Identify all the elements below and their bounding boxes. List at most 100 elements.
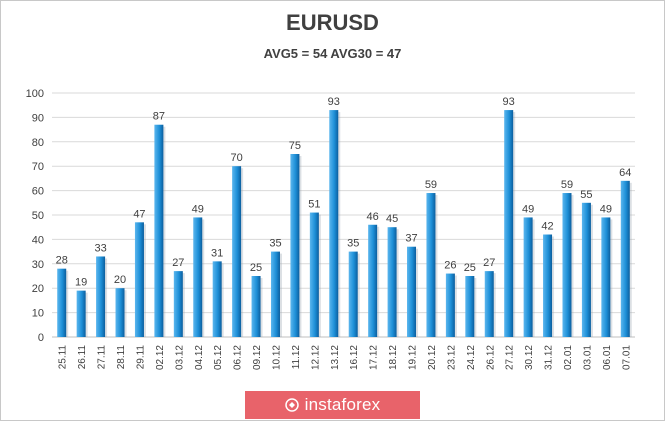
data-label: 51 [308, 199, 320, 211]
data-label: 28 [56, 255, 68, 267]
y-tick-label: 90 [32, 112, 44, 124]
data-label: 49 [600, 203, 612, 215]
bar-07.01 [620, 180, 630, 337]
data-label: 42 [541, 221, 553, 233]
y-tick-label: 20 [32, 283, 44, 295]
chart-subtitle: AVG5 = 54 AVG30 = 47 [263, 46, 402, 61]
x-tick-label: 20.12 [427, 345, 438, 370]
bar-30.12 [523, 217, 533, 337]
bar-03.01 [581, 202, 591, 337]
x-tick-label: 10.12 [271, 345, 282, 370]
bar-26.12 [484, 271, 494, 337]
bar-19.12 [407, 246, 417, 337]
bar-23.12 [445, 273, 455, 337]
x-tick-label: 09.12 [252, 345, 263, 370]
data-label: 46 [367, 211, 379, 223]
bar-28.11 [115, 288, 125, 337]
data-label: 70 [230, 152, 242, 164]
data-label: 20 [114, 274, 126, 286]
bar-03.12 [173, 271, 183, 337]
x-tick-label: 26.12 [485, 345, 496, 370]
bar-17.12 [368, 224, 378, 337]
data-label: 25 [464, 262, 476, 274]
data-label: 45 [386, 213, 398, 225]
data-label: 37 [405, 233, 417, 245]
y-tick-label: 30 [32, 259, 44, 271]
x-tick-label: 18.12 [388, 345, 399, 370]
x-tick-label: 06.12 [233, 345, 244, 370]
data-label: 47 [133, 208, 145, 220]
data-label: 27 [483, 257, 495, 269]
bar-13.12 [329, 110, 339, 337]
data-label: 33 [94, 242, 106, 254]
y-tick-label: 0 [38, 332, 44, 344]
y-tick-label: 40 [32, 234, 44, 246]
bar-16.12 [348, 251, 358, 337]
y-tick-label: 80 [32, 137, 44, 149]
y-tick-label: 100 [26, 88, 44, 100]
data-label: 35 [269, 238, 281, 250]
watermark-text: instaforex [304, 395, 381, 414]
bar-20.12 [426, 193, 436, 337]
x-tick-label: 26.11 [77, 345, 88, 370]
x-tick-label: 28.11 [116, 345, 127, 370]
x-tick-label: 23.12 [446, 345, 457, 370]
x-tick-label: 02.12 [155, 345, 166, 370]
y-tick-label: 10 [32, 308, 44, 320]
data-label: 27 [172, 257, 184, 269]
data-label: 55 [580, 189, 592, 201]
y-tick-label: 60 [32, 186, 44, 198]
instaforex-logo-icon [284, 398, 299, 412]
bar-12.12 [309, 212, 319, 337]
data-label: 64 [619, 167, 631, 179]
data-label: 35 [347, 238, 359, 250]
x-tick-label: 03.01 [582, 345, 593, 370]
x-tick-label: 06.01 [602, 345, 613, 370]
bar-27.12 [504, 110, 514, 337]
data-label: 93 [503, 96, 515, 108]
data-label: 93 [328, 96, 340, 108]
bar-04.12 [193, 217, 203, 337]
x-tick-label: 04.12 [194, 345, 205, 370]
data-label: 49 [522, 203, 534, 215]
data-label: 49 [192, 203, 204, 215]
bar-29.11 [134, 222, 144, 337]
data-label: 31 [211, 247, 223, 259]
bar-18.12 [387, 227, 397, 337]
y-tick-label: 50 [32, 210, 44, 222]
y-tick-label: 70 [32, 161, 44, 173]
data-label: 19 [75, 277, 87, 289]
x-tick-label: 13.12 [330, 345, 341, 370]
x-tick-label: 24.12 [466, 345, 477, 370]
x-tick-label: 17.12 [369, 345, 380, 370]
bar-02.01 [562, 193, 572, 337]
x-tick-label: 05.12 [213, 345, 224, 370]
bar-26.11 [76, 290, 86, 337]
bar-06.12 [232, 166, 242, 337]
chart-title: EURUSD [286, 10, 379, 35]
x-tick-label: 16.12 [349, 345, 360, 370]
bar-05.12 [212, 261, 222, 337]
x-tick-label: 29.11 [135, 345, 146, 370]
data-label: 75 [289, 140, 301, 152]
x-tick-label: 03.12 [174, 345, 185, 370]
data-label: 59 [561, 179, 573, 191]
bar-31.12 [543, 234, 553, 337]
bar-10.12 [270, 251, 280, 337]
x-tick-label: 11.12 [291, 345, 302, 370]
bar-27.11 [96, 256, 106, 337]
x-tick-label: 27.11 [97, 345, 108, 370]
x-tick-label: 30.12 [524, 345, 535, 370]
data-label: 25 [250, 262, 262, 274]
x-tick-label: 07.01 [621, 345, 632, 370]
instaforex-watermark: instaforex [245, 391, 420, 419]
bar-06.01 [601, 217, 611, 337]
x-tick-label: 25.11 [58, 345, 69, 370]
x-tick-label: 27.12 [505, 345, 516, 370]
data-label: 59 [425, 179, 437, 191]
bar-11.12 [290, 154, 300, 337]
x-tick-label: 31.12 [544, 345, 555, 370]
data-label: 26 [444, 260, 456, 272]
bar-24.12 [465, 276, 475, 337]
